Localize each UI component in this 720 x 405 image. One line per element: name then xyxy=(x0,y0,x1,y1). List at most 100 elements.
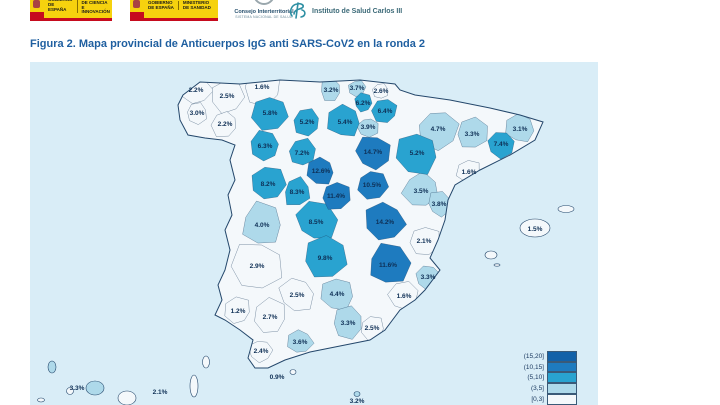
province-value-label: 6.3% xyxy=(258,143,273,150)
province-value-label: 7.2% xyxy=(295,150,310,157)
province-madrid xyxy=(322,182,351,210)
province-value-label: 3.9% xyxy=(361,124,376,131)
ministerio-sanidad-text: MINISTERIO DE SANIDAD xyxy=(182,0,211,10)
isciii-glyph-icon xyxy=(289,2,306,19)
legend-range-label: (5,10] xyxy=(527,374,544,382)
province-teruel xyxy=(400,170,439,206)
province-leon xyxy=(251,97,289,131)
province-value-label: 8.3% xyxy=(290,189,305,196)
province-value-label: 14.2% xyxy=(376,219,395,226)
islet-shape xyxy=(484,250,498,260)
islet-shape xyxy=(47,360,57,374)
province-value-label: 14.7% xyxy=(364,149,383,156)
province-value-label: 3.2% xyxy=(350,398,365,405)
gobierno-text: GOBIERNO DE ESPAÑA xyxy=(148,0,174,10)
province-segovia xyxy=(306,156,334,185)
province-value-label: 7.4% xyxy=(494,141,509,148)
province-value-label: 6.4% xyxy=(378,108,393,115)
province-value-label: 2.5% xyxy=(365,325,380,332)
province-value-label: 11.6% xyxy=(379,262,397,269)
province-value-label: 3.7% xyxy=(350,85,365,92)
province-value-label: 1.5% xyxy=(528,226,543,233)
legend-row: (10,15] xyxy=(503,361,577,373)
spain-choropleth-map: 2.2% 2.5% 3.0% 2.2% 1.6% 2.6% 1.6% 2.1% 1.6% 2.5%… xyxy=(30,62,598,405)
province-value-label: 10.5% xyxy=(363,182,382,189)
province-value-label: 1.6% xyxy=(255,84,270,91)
legend-color-swatch xyxy=(547,393,577,405)
province-cordoba xyxy=(278,277,314,312)
province-gipuzkoa xyxy=(372,83,388,99)
legend-row: (15,20] xyxy=(503,350,577,362)
legend-range-label: [0,3] xyxy=(531,396,544,404)
province-value-label: 5.8% xyxy=(263,110,278,117)
province-badajoz xyxy=(230,244,283,289)
islet-shape xyxy=(202,355,210,369)
legend-color-swatch xyxy=(547,350,577,362)
spain-coast-outline xyxy=(177,79,544,369)
consejo-line2: SISTEMA NACIONAL DE SALUD xyxy=(235,15,293,19)
gobierno-ciencia-logo: GOBIERNO DE ESPAÑA MINISTERIO DE CIENCIA… xyxy=(30,0,112,21)
consejo-interterritorial-logo: Consejo Interterritorial SISTEMA NACIONA… xyxy=(232,0,296,19)
isciii-name: Instituto de Salud Carlos III xyxy=(312,7,403,15)
legend-row: [0,3] xyxy=(503,393,577,405)
province-malaga xyxy=(287,329,315,353)
legend-color-swatch xyxy=(547,372,577,384)
province-la-rioja xyxy=(356,118,379,138)
province-value-label: 2.1% xyxy=(153,389,168,396)
map-legend: (15,20] (10,15] (5,10] (3,5] [0,3] xyxy=(503,350,577,405)
coat-of-arms-icon xyxy=(33,0,40,9)
province-girona xyxy=(505,113,535,143)
province-value-label: 4.4% xyxy=(330,291,345,298)
islet-shape xyxy=(37,397,45,403)
legend-color-swatch xyxy=(547,383,577,394)
legend-range-label: (10,15] xyxy=(523,363,544,371)
province-albacete xyxy=(370,242,412,283)
ministerio-ciencia-text: MINISTERIO DE CIENCIA E INNOVACIÓN xyxy=(81,0,110,15)
islet-shape xyxy=(66,387,74,395)
province-value-label: 3.2% xyxy=(324,87,339,94)
spain-flag-icon xyxy=(130,0,144,18)
province-value-label: 3.6% xyxy=(293,339,308,346)
province-palencia xyxy=(293,108,319,137)
province-value-label: 9.8% xyxy=(318,255,333,262)
province-value-label: 3.3% xyxy=(421,274,436,281)
province-guadalajara xyxy=(357,171,389,200)
province-valladolid xyxy=(289,137,316,166)
province-navarra xyxy=(371,99,398,123)
spain-flag-icon xyxy=(30,0,44,18)
province-value-label: 3.3% xyxy=(341,320,356,327)
province-value-label: 2.5% xyxy=(290,292,305,299)
province-burgos xyxy=(327,103,360,137)
province-toledo xyxy=(295,201,339,239)
consejo-line1: Consejo Interterritorial xyxy=(234,9,294,15)
province-value-label: 3.1% xyxy=(513,126,528,133)
province-ourense xyxy=(210,111,236,137)
province-value-label: 2.5% xyxy=(220,93,235,100)
province-value-label: 3.0% xyxy=(190,110,205,117)
coat-of-arms-icon xyxy=(133,0,140,9)
figure-title: Figura 2. Mapa provincial de Anticuerpos… xyxy=(30,38,426,50)
legend-color-swatch xyxy=(547,361,577,373)
islet-shape xyxy=(557,205,575,213)
province-value-label: 2.9% xyxy=(250,263,265,270)
province-value-label: 1.6% xyxy=(397,293,412,300)
province-zaragoza xyxy=(395,133,437,175)
province-value-label: 6.2% xyxy=(356,100,371,107)
province-pontevedra xyxy=(187,102,207,125)
isciii-logo: Instituto de Salud Carlos III xyxy=(288,2,402,20)
province-value-label: 2.2% xyxy=(218,121,233,128)
province-value-label: 11.4% xyxy=(327,193,345,200)
province-value-label: 2.6% xyxy=(374,88,389,95)
province-value-label: 2.2% xyxy=(189,87,204,94)
province-avila xyxy=(285,176,311,206)
legend-row: (3,5] xyxy=(503,383,577,394)
province-sevilla xyxy=(254,297,285,333)
province-granada xyxy=(333,305,362,340)
province-soria xyxy=(355,136,391,171)
province-salamanca xyxy=(251,166,287,200)
province-value-label: 3.3% xyxy=(70,385,85,392)
islet-shape xyxy=(493,263,501,267)
province-value-label: 5.4% xyxy=(338,119,353,126)
province-value-label: 4.7% xyxy=(431,126,446,133)
